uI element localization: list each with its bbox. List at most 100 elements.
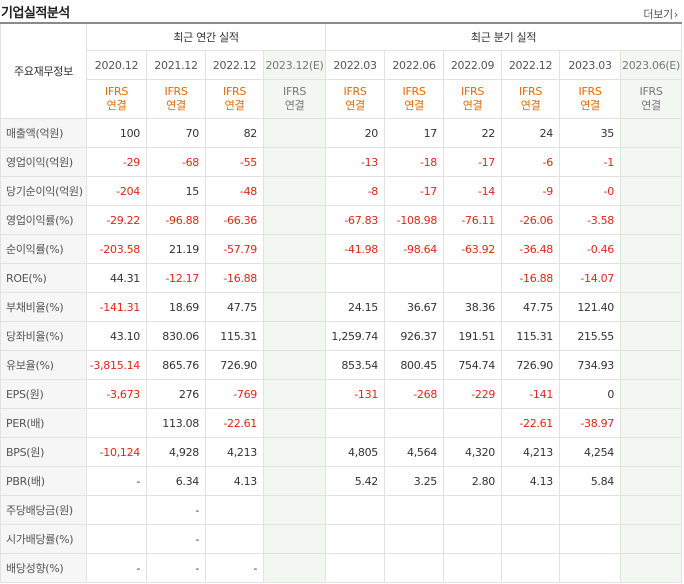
accounting-standard: IFRS 연결 [205,79,264,119]
row-label: ROE(%) [0,263,87,293]
table-cell: -8 [325,176,386,206]
accounting-standard: IFRS 연결 [325,79,386,119]
table-cell [205,495,264,525]
table-cell: 15 [146,176,206,206]
table-cell: 24 [501,118,561,148]
quarterly-group-header: 최근 분기 실적 [325,22,683,51]
table-cell: - [86,553,147,583]
financial-table: 주요재무정보 최근 연간 실적 최근 분기 실적 2020.12 2021.12 2… [0,22,683,583]
table-cell: 215.55 [559,321,622,351]
table-cell: -6 [501,147,561,177]
period-header: 2023.06(E) [620,50,683,80]
table-cell: 0 [559,379,622,409]
table-cell: -36.48 [501,234,561,264]
table-header: 주요재무정보 최근 연간 실적 최근 분기 실적 2020.12 2021.12 2… [0,22,683,119]
table-cell [501,495,561,525]
row-label-header: 주요재무정보 [0,22,87,119]
table-cell: -1 [559,147,622,177]
table-cell [443,553,503,583]
table-cell: -29.22 [86,205,147,235]
standard-ifrs: IFRS [343,85,367,98]
table-cell: -769 [205,379,264,409]
table-cell: 121.40 [559,292,622,322]
table-cell [262,147,327,177]
table-cell [262,437,327,467]
table-cell: 926.37 [384,321,445,351]
table-cell: 47.75 [501,292,561,322]
table-cell: -204 [86,176,147,206]
table-cell [325,524,386,554]
table-cell [325,408,386,438]
chevron-right-icon: › [673,8,678,21]
row-label: PBR(배) [0,466,87,496]
table-cell: 43.10 [86,321,147,351]
table-cell [262,350,327,380]
table-cell [384,495,445,525]
table-cell [262,553,327,583]
standard-consolidated: 연결 [166,99,186,112]
standard-ifrs: IFRS [639,85,663,98]
table-cell: -18 [384,147,445,177]
table-cell [262,495,327,525]
standard-ifrs: IFRS [402,85,426,98]
table-cell: -3,673 [86,379,147,409]
table-cell: 4.13 [501,466,561,496]
table-cell: -96.88 [146,205,206,235]
table-body: 매출액(억원) 100 70 82 20 17 22 24 35 영업이익(억원) -29 -68 -5… [0,118,683,583]
table-cell [384,553,445,583]
period-header: 2022.06 [384,50,445,80]
table-cell [262,524,327,554]
table-cell: 115.31 [205,321,264,351]
table-cell [620,263,683,293]
table-cell: 17 [384,118,445,148]
table-cell: -16.88 [205,263,264,293]
table-row: 영업이익(억원) -29 -68 -55 -13 -18 -17 -6 -1 [0,147,683,177]
table-cell [620,118,683,148]
table-cell: 726.90 [501,350,561,380]
table-cell [443,495,503,525]
table-row: PBR(배) -6.34 4.13 5.42 3.25 2.80 4.13 5.84 [0,466,683,496]
table-cell [384,524,445,554]
table-cell: -3.58 [559,205,622,235]
table-cell [620,379,683,409]
table-cell: -41.98 [325,234,386,264]
table-cell: -67.83 [325,205,386,235]
standard-consolidated: 연결 [462,99,483,112]
table-cell: 36.67 [384,292,445,322]
row-label: 부채비율(%) [0,292,87,322]
table-cell: 3.25 [384,466,445,496]
period-header: 2022.09 [443,50,503,80]
table-cell [86,524,147,554]
standard-consolidated: 연결 [345,99,365,112]
table-cell [559,524,622,554]
table-cell: -98.64 [384,234,445,264]
table-cell [443,524,503,554]
table-cell: 115.31 [501,321,561,351]
standard-consolidated: 연결 [284,99,305,112]
standard-ifrs: IFRS [164,85,188,98]
more-link[interactable]: 더보기› [643,6,678,22]
table-cell: -14.07 [559,263,622,293]
table-cell: -0.46 [559,234,622,264]
standard-consolidated: 연결 [106,99,127,112]
table-cell: - [205,553,264,583]
table-cell: 726.90 [205,350,264,380]
table-cell: 4,564 [384,437,445,467]
table-row: 부채비율(%) -141.31 18.69 47.75 24.15 36.67 38.36 4… [0,292,683,322]
table-cell: 734.93 [559,350,622,380]
table-row: 주당배당금(원) - [0,495,683,525]
table-cell [501,524,561,554]
table-cell [325,495,386,525]
row-label: 순이익률(%) [0,234,87,264]
table-cell [443,263,503,293]
row-label: 당좌비율(%) [0,321,87,351]
row-label: 시가배당률(%) [0,524,87,554]
table-row: 매출액(억원) 100 70 82 20 17 22 24 35 [0,118,683,148]
table-cell: - [146,524,206,554]
table-cell: 20 [325,118,386,148]
standard-ifrs: IFRS [223,85,246,98]
table-cell [384,263,445,293]
table-cell: -26.06 [501,205,561,235]
table-cell: 113.08 [146,408,206,438]
period-header: 2021.12 [146,50,206,80]
